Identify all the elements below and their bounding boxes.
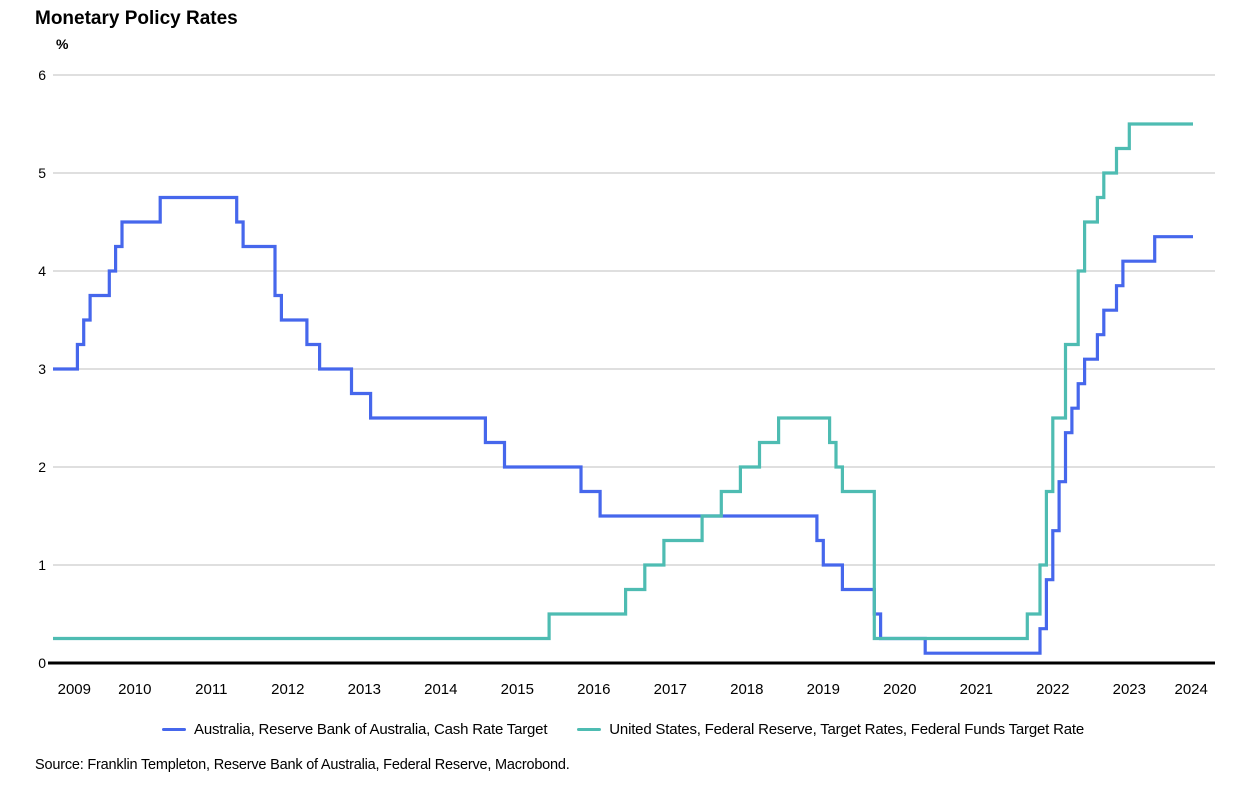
source-text: Source: Franklin Templeton, Reserve Bank… — [35, 757, 570, 773]
x-tick-label: 2019 — [807, 681, 840, 698]
y-tick-label: 3 — [38, 361, 46, 377]
y-axis-unit-label: % — [56, 36, 69, 52]
y-tick-label: 6 — [38, 67, 46, 83]
x-tick-label: 2024 — [1175, 681, 1208, 698]
y-tick-label: 0 — [38, 655, 46, 671]
x-tick-label: 2010 — [118, 681, 151, 698]
legend-line-sample-united-states — [577, 727, 602, 732]
x-tick-label: 2009 — [58, 681, 91, 698]
x-tick-label: 2014 — [424, 681, 457, 698]
x-tick-label: 2011 — [195, 681, 227, 698]
legend-item-australia: Australia, Reserve Bank of Australia, Ca… — [162, 721, 547, 738]
x-tick-label: 2020 — [883, 681, 916, 698]
x-tick-label: 2013 — [348, 681, 381, 698]
x-tick-label: 2012 — [271, 681, 304, 698]
x-tick-label: 2016 — [577, 681, 610, 698]
x-tick-label: 2021 — [960, 681, 993, 698]
legend-item-united-states: United States, Federal Reserve, Target R… — [577, 721, 1084, 738]
plot-area: 0 1 2 3 4 5 6 2009 2010 2011 2012 2013 2014 2015 2016 2… — [38, 67, 1215, 698]
y-tick-label: 2 — [38, 459, 46, 475]
y-tick-label: 5 — [38, 165, 46, 181]
legend-label-australia: Australia, Reserve Bank of Australia, Ca… — [194, 721, 548, 738]
x-tick-label: 2018 — [730, 681, 763, 698]
y-tick-label: 1 — [38, 557, 46, 573]
x-tick-label: 2022 — [1036, 681, 1069, 698]
legend: Australia, Reserve Bank of Australia, Ca… — [0, 721, 1246, 738]
x-tick-label: 2023 — [1113, 681, 1146, 698]
series-line-australia — [53, 195, 1193, 655]
legend-label-united-states: United States, Federal Reserve, Target R… — [609, 721, 1084, 738]
series-line-united-states — [53, 122, 1193, 641]
x-tick-label: 2017 — [654, 681, 687, 698]
legend-line-sample-australia — [162, 727, 187, 732]
y-tick-label: 4 — [38, 263, 46, 279]
x-tick-label: 2015 — [501, 681, 534, 698]
chart-title: Monetary Policy Rates — [35, 8, 238, 29]
